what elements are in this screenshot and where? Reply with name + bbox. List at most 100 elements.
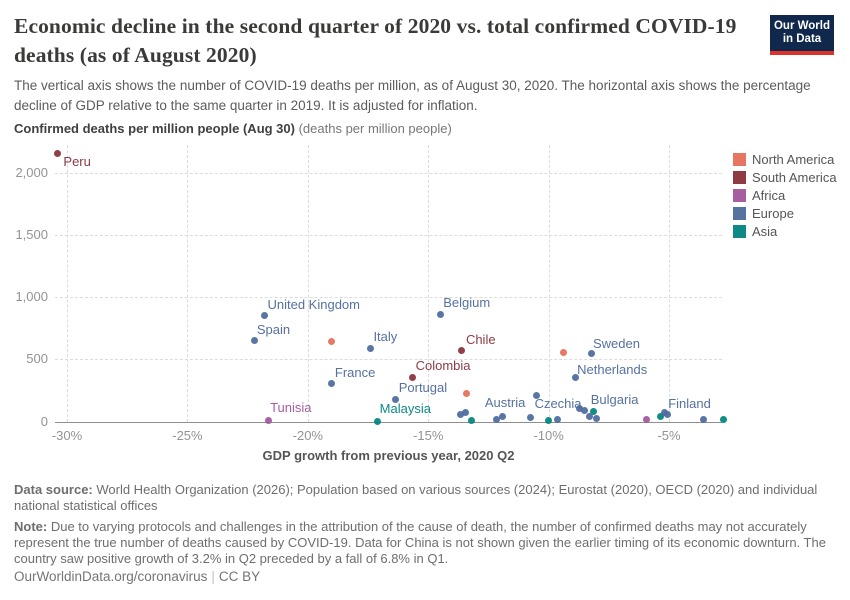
citation-license: CC BY	[218, 569, 261, 584]
country-label-chile[interactable]: Chile	[465, 331, 496, 347]
footer-note-text: Due to varying protocols and challenges …	[14, 519, 826, 566]
y-gridline-500	[55, 359, 722, 361]
x-gridline--10	[548, 144, 550, 422]
y-gridline-1000	[55, 297, 722, 299]
x-gridline--20	[307, 144, 309, 422]
y-tick-label-2000: 2,000	[15, 164, 48, 180]
data-point[interactable]	[589, 407, 597, 415]
owid-logo-line2: in Data	[782, 33, 822, 45]
chart-title: Economic decline in the second quarter o…	[14, 14, 737, 67]
data-point[interactable]	[462, 409, 470, 417]
legend-item-south-america[interactable]: South America	[733, 169, 837, 185]
data-point-malaysia[interactable]	[374, 417, 382, 425]
data-point[interactable]	[493, 415, 501, 423]
x-gridline--5	[669, 144, 671, 422]
country-label-bulgaria[interactable]: Bulgaria	[590, 391, 639, 407]
data-point-peru[interactable]	[53, 150, 61, 157]
legend-label-north-america: North America	[752, 151, 835, 167]
x-axis-title: GDP growth from previous year, 2020 Q2	[262, 448, 515, 463]
data-point[interactable]	[457, 411, 465, 419]
footer-data-source-text: World Health Organization (2026); Popula…	[14, 482, 818, 513]
y-gridline-2000	[55, 172, 722, 174]
x-gridline--30	[67, 144, 69, 422]
data-point-austria[interactable]	[499, 413, 507, 421]
data-point[interactable]	[468, 417, 476, 425]
footer-note: Note: Due to varying protocols and chall…	[14, 519, 832, 567]
y-axis-unit-bold: Confirmed deaths per million people (Aug…	[14, 121, 295, 136]
data-point[interactable]	[576, 404, 584, 412]
data-point-bulgaria[interactable]	[581, 407, 589, 415]
x-axis-line	[55, 421, 722, 423]
legend-item-africa[interactable]: Africa	[733, 187, 785, 203]
data-point[interactable]	[719, 415, 727, 423]
y-axis-unit-label: Confirmed deaths per million people (Aug…	[14, 121, 452, 136]
x-tick-label--20: -20%	[292, 427, 323, 443]
owid-logo-line1: Our World	[773, 20, 830, 32]
x-tick-label--15: -15%	[413, 427, 444, 443]
footer-citation: OurWorldinData.org/coronavirus | CC BY	[14, 569, 260, 584]
data-point-finland[interactable]	[660, 408, 668, 416]
country-label-italy[interactable]: Italy	[373, 329, 398, 345]
country-label-peru[interactable]: Peru	[63, 153, 91, 169]
data-point-spain[interactable]	[251, 337, 259, 345]
citation-separator: |	[211, 569, 215, 584]
country-label-belgium[interactable]: Belgium	[443, 294, 491, 310]
data-point[interactable]	[533, 391, 541, 399]
data-point[interactable]	[553, 416, 561, 424]
country-label-sweden[interactable]: Sweden	[592, 336, 640, 351]
country-label-portugal[interactable]: Portugal	[398, 380, 448, 396]
data-point[interactable]	[593, 414, 601, 422]
legend-label-asia: Asia	[752, 223, 778, 239]
data-point[interactable]	[559, 349, 567, 357]
citation-url: OurWorldinData.org/coronavirus	[14, 569, 208, 584]
data-point-tunisia[interactable]	[264, 416, 272, 424]
data-point[interactable]	[463, 389, 471, 397]
data-point[interactable]	[664, 410, 672, 418]
data-point-czechia[interactable]	[527, 413, 535, 421]
x-tick-label--10: -10%	[533, 427, 564, 443]
legend-swatch-europe	[733, 206, 746, 220]
legend-swatch-south-america	[733, 170, 746, 184]
country-label-united-kingdom[interactable]: United Kingdom	[267, 296, 360, 312]
country-label-spain[interactable]: Spain	[256, 321, 291, 337]
data-point-chile[interactable]	[458, 347, 466, 355]
data-point[interactable]	[328, 337, 336, 345]
data-point-belgium[interactable]	[436, 311, 444, 319]
data-point[interactable]	[657, 412, 665, 420]
data-point-italy[interactable]	[366, 344, 374, 352]
y-tick-label-1500: 1,500	[15, 227, 48, 243]
legend-item-asia[interactable]: Asia	[733, 223, 777, 239]
data-point-netherlands[interactable]	[571, 374, 579, 382]
data-point[interactable]	[586, 413, 594, 421]
data-point[interactable]	[545, 416, 553, 424]
country-label-tunisia[interactable]: Tunisia	[270, 400, 312, 416]
footer-data-source: Data source: World Health Organization (…	[14, 482, 832, 514]
country-label-netherlands[interactable]: Netherlands	[577, 361, 648, 377]
country-label-colombia[interactable]: Colombia	[415, 358, 471, 374]
legend-swatch-asia	[733, 224, 746, 238]
legend-item-north-america[interactable]: North America	[733, 151, 834, 167]
data-point-portugal[interactable]	[392, 395, 400, 403]
y-axis-unit-light: (deaths per million people)	[294, 121, 452, 136]
country-label-austria[interactable]: Austria	[484, 394, 526, 410]
country-label-czechia[interactable]: Czechia	[534, 396, 582, 412]
data-point-colombia[interactable]	[409, 373, 417, 381]
data-point-france[interactable]	[328, 380, 336, 388]
legend-item-europe[interactable]: Europe	[733, 205, 794, 221]
footer-note-label: Note:	[14, 519, 48, 534]
data-point[interactable]	[700, 415, 708, 423]
country-label-malaysia[interactable]: Malaysia	[379, 401, 431, 417]
data-point-sweden[interactable]	[588, 349, 596, 357]
y-gridline-1500	[55, 235, 722, 237]
y-tick-label-1000: 1,000	[15, 289, 48, 305]
y-tick-label-500: 500	[26, 351, 48, 367]
data-point-united-kingdom[interactable]	[260, 312, 268, 320]
footer-data-source-label: Data source:	[14, 482, 93, 497]
legend-swatch-africa	[733, 188, 746, 202]
country-label-finland[interactable]: Finland	[668, 396, 711, 412]
country-label-france[interactable]: France	[334, 364, 376, 380]
data-point[interactable]	[642, 415, 650, 423]
legend-label-africa: Africa	[752, 187, 786, 203]
x-tick-label--5: -5%	[657, 427, 681, 443]
legend-swatch-north-america	[733, 152, 746, 166]
